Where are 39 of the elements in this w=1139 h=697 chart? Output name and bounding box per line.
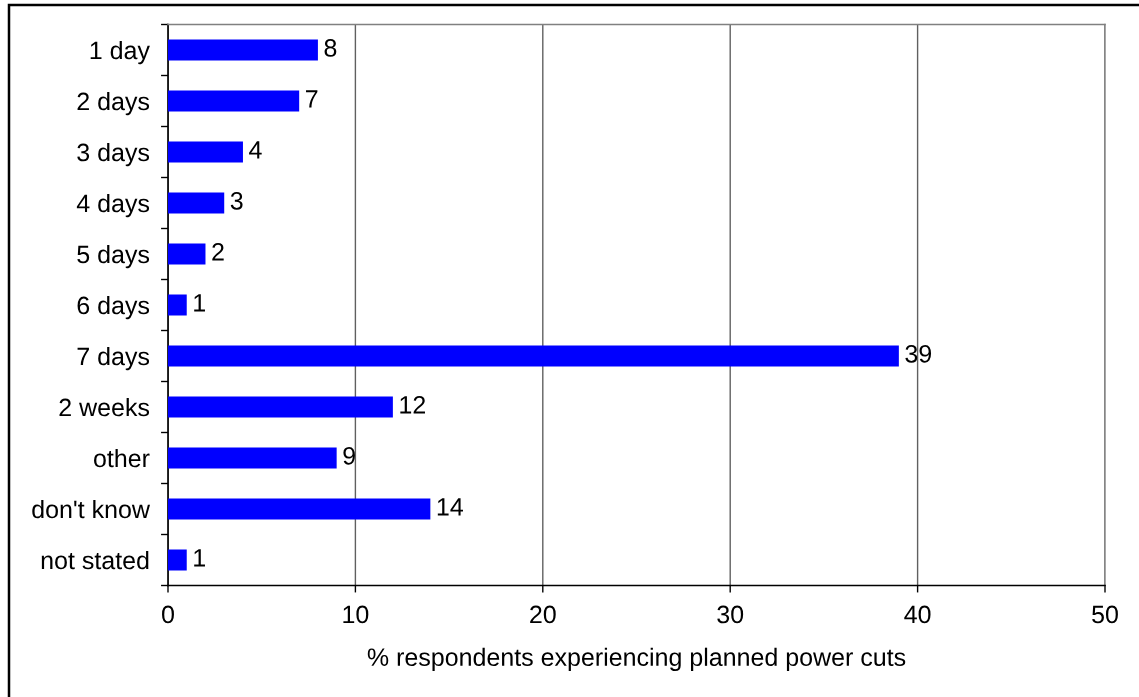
x-axis-title: % respondents experiencing planned power cuts [367, 647, 906, 671]
bar [168, 498, 431, 520]
x-tick-label: 10 [343, 605, 369, 624]
x-tick-label: 20 [530, 605, 556, 624]
bar [168, 396, 393, 418]
y-tick-label: other [94, 448, 150, 468]
y-tick-label: 3 days [77, 142, 150, 167]
bar [168, 294, 187, 316]
y-tick-label: don't know [32, 499, 151, 519]
bar [168, 39, 318, 61]
data-label: 3 [230, 192, 243, 210]
y-tick-label: 2 days [77, 91, 150, 116]
bar [168, 447, 337, 469]
bar [168, 141, 243, 163]
data-label: 7 [306, 90, 318, 108]
bar [168, 90, 300, 112]
data-label: 1 [194, 294, 205, 312]
data-label: 8 [324, 39, 337, 57]
y-tick-label: not stated [41, 550, 149, 570]
data-label: 4 [249, 141, 262, 159]
x-tick-label: 40 [904, 605, 931, 624]
x-tick-label: 50 [1092, 605, 1118, 624]
data-label: 1 [194, 549, 205, 567]
data-label: 12 [400, 396, 425, 414]
bar [168, 549, 187, 571]
data-label: 9 [343, 447, 355, 465]
bar [168, 192, 225, 214]
y-tick-label: 4 days [76, 193, 150, 218]
y-tick-label: 5 days [77, 244, 150, 269]
y-tick-label: 7 days [77, 346, 150, 371]
data-label: 2 [212, 243, 224, 261]
bar [168, 243, 206, 265]
y-tick-label: 2 weeks [59, 397, 150, 417]
x-tick-label: 0 [162, 605, 174, 624]
x-tick-label: 30 [717, 605, 744, 624]
y-tick-label: 6 days [77, 295, 150, 320]
bar [168, 345, 899, 367]
data-label: 14 [437, 498, 463, 516]
y-tick-label: 1 day [90, 40, 150, 65]
